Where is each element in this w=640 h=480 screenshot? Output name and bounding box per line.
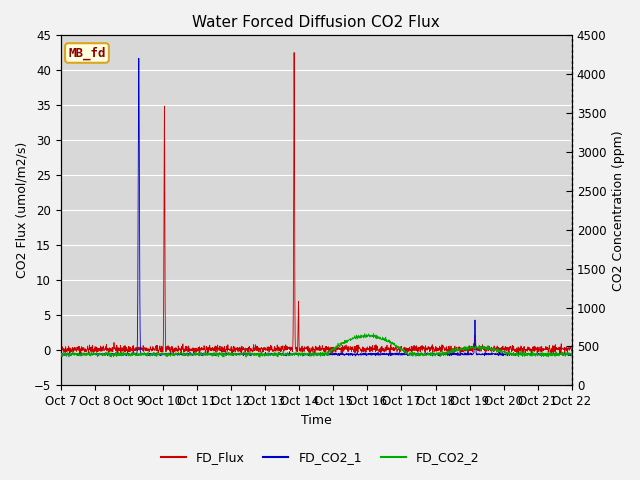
Text: MB_fd: MB_fd	[68, 47, 106, 60]
Y-axis label: CO2 Concentration (ppm): CO2 Concentration (ppm)	[612, 130, 625, 291]
X-axis label: Time: Time	[301, 414, 332, 427]
Legend: FD_Flux, FD_CO2_1, FD_CO2_2: FD_Flux, FD_CO2_1, FD_CO2_2	[156, 446, 484, 469]
Y-axis label: CO2 Flux (umol/m2/s): CO2 Flux (umol/m2/s)	[15, 142, 28, 278]
Title: Water Forced Diffusion CO2 Flux: Water Forced Diffusion CO2 Flux	[193, 15, 440, 30]
